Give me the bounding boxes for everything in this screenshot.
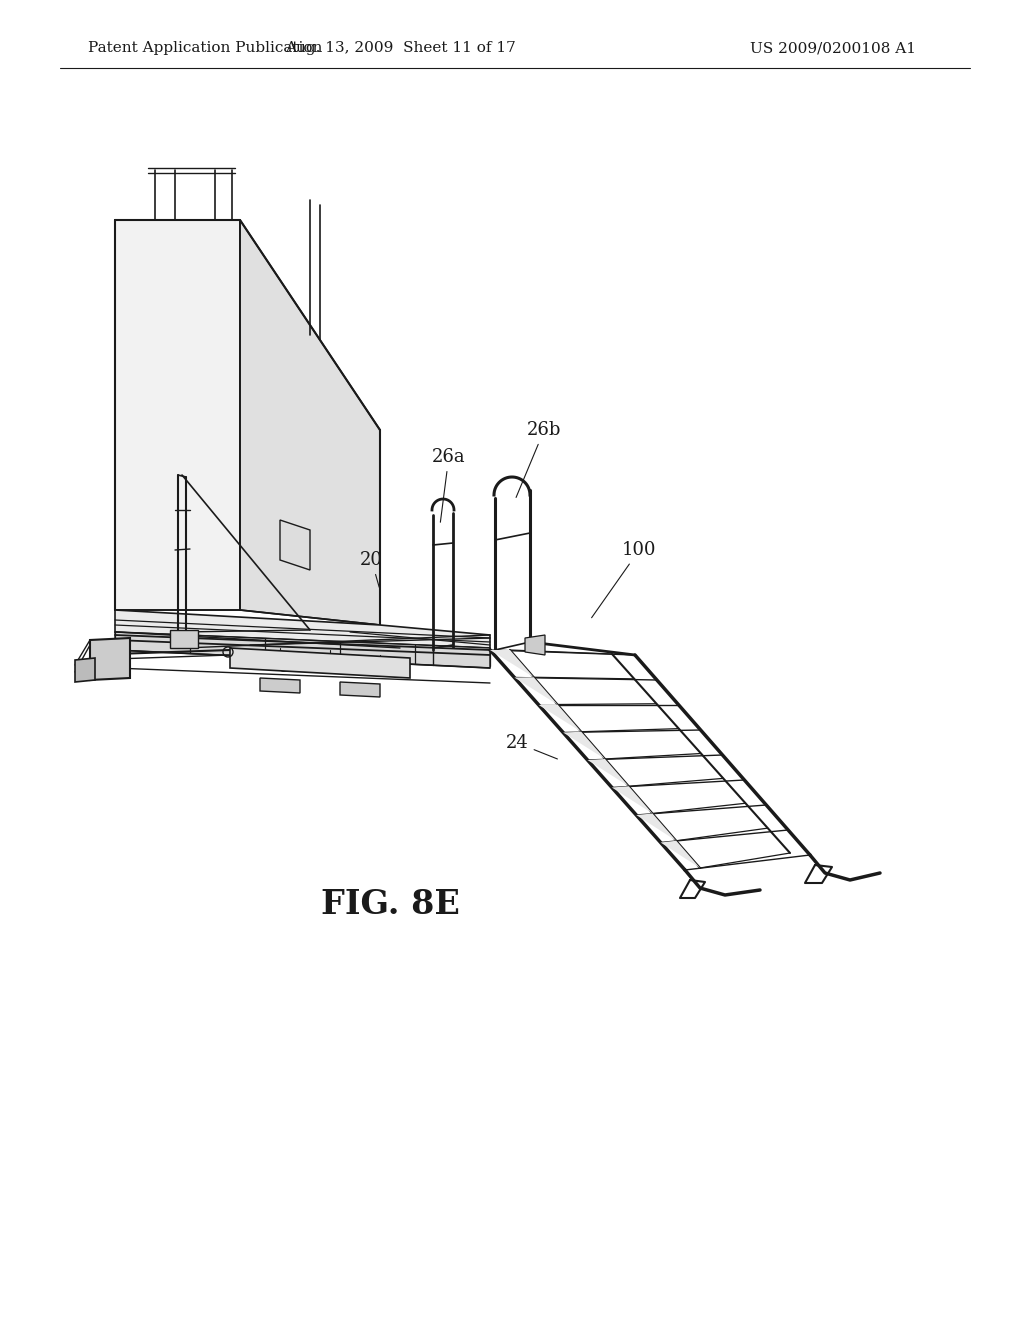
Polygon shape: [240, 220, 380, 624]
Text: 24: 24: [506, 734, 557, 759]
Text: 20: 20: [360, 550, 383, 587]
Text: FIG. 8E: FIG. 8E: [321, 888, 460, 921]
Polygon shape: [170, 630, 198, 648]
Polygon shape: [90, 638, 130, 680]
Polygon shape: [514, 677, 557, 705]
Polygon shape: [115, 610, 490, 648]
Text: 26a: 26a: [432, 447, 466, 523]
Text: 26b: 26b: [516, 421, 561, 498]
Text: 50: 50: [278, 657, 307, 676]
Polygon shape: [539, 705, 582, 731]
Polygon shape: [660, 841, 700, 869]
Text: US 2009/0200108 A1: US 2009/0200108 A1: [750, 41, 916, 55]
Text: Patent Application Publication: Patent Application Publication: [88, 41, 323, 55]
Polygon shape: [490, 649, 534, 677]
Polygon shape: [260, 678, 300, 693]
Text: Aug. 13, 2009  Sheet 11 of 17: Aug. 13, 2009 Sheet 11 of 17: [285, 41, 515, 55]
Text: 100: 100: [592, 541, 656, 618]
Polygon shape: [75, 657, 95, 682]
Polygon shape: [280, 520, 310, 570]
Polygon shape: [340, 682, 380, 697]
Polygon shape: [563, 731, 605, 759]
Circle shape: [526, 642, 534, 649]
Polygon shape: [612, 787, 652, 813]
Polygon shape: [230, 648, 410, 678]
Polygon shape: [115, 220, 240, 610]
Polygon shape: [525, 635, 545, 655]
Polygon shape: [115, 632, 490, 668]
Polygon shape: [636, 813, 676, 841]
Polygon shape: [588, 759, 629, 787]
